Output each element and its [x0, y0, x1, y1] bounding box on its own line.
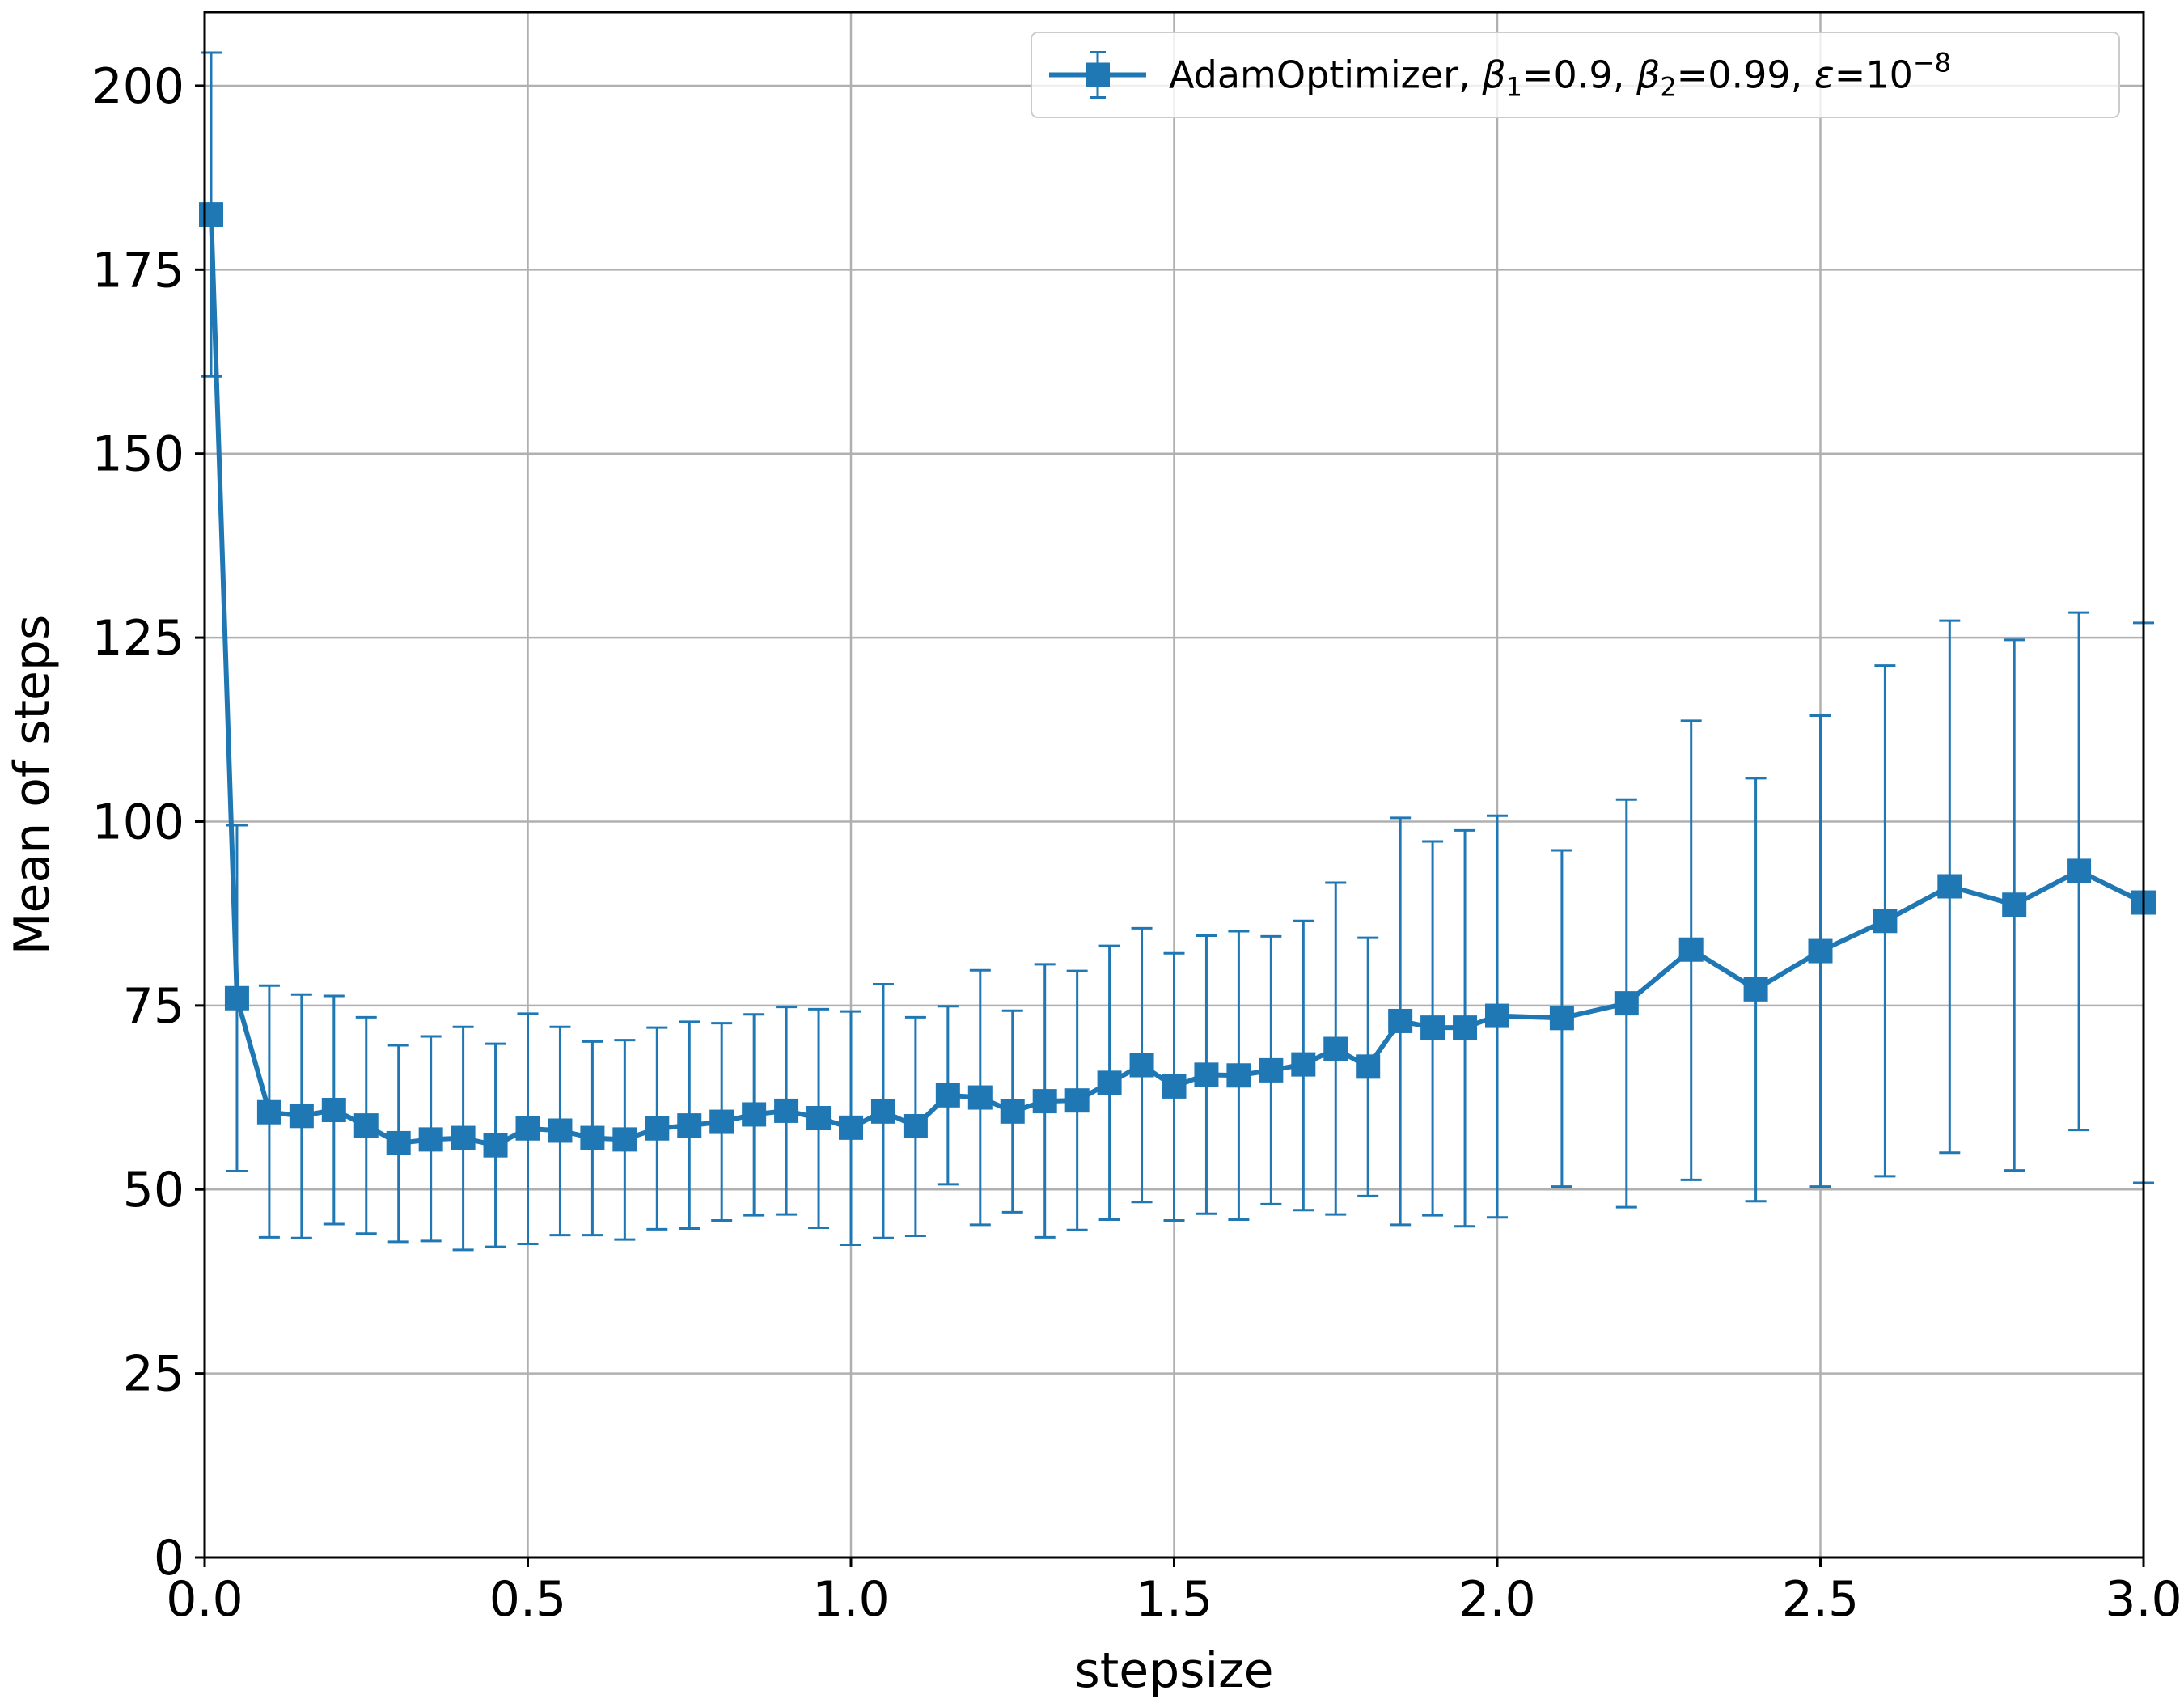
data-point-marker: [1259, 1057, 1284, 1083]
data-point-marker: [839, 1115, 863, 1140]
data-point-marker: [1064, 1088, 1090, 1113]
data-point-marker: [321, 1098, 346, 1123]
legend-box: [1031, 32, 2120, 118]
data-point-marker: [1226, 1063, 1251, 1088]
data-point-marker: [774, 1098, 799, 1123]
grid-lines: [203, 12, 2145, 1559]
data-point-marker: [256, 1099, 281, 1125]
y-tick-label: 75: [123, 978, 184, 1035]
data-point-marker: [1614, 991, 1639, 1016]
data-point-marker: [1453, 1015, 1478, 1040]
data-point-marker: [483, 1133, 508, 1158]
data-point-marker: [548, 1118, 573, 1143]
x-axis-title: stepsize: [1074, 1642, 1273, 1699]
data-point-marker: [224, 985, 249, 1011]
data-point-marker: [870, 1099, 895, 1124]
series-adam-optimizer: [198, 51, 2156, 1252]
data-point-marker: [353, 1113, 379, 1138]
y-tick-label: 200: [91, 58, 184, 115]
legend-marker: [1049, 51, 1146, 99]
x-tick-label: 1.5: [1136, 1571, 1213, 1628]
data-point-marker: [742, 1102, 767, 1127]
y-tick-label: 150: [91, 426, 184, 483]
legend-label: AdamOptimizer, β1=0.9, β2=0.99, ε=10−8: [1169, 48, 1951, 103]
data-point-marker: [1323, 1036, 1348, 1061]
data-point-marker: [1032, 1089, 1057, 1114]
data-point-marker: [289, 1104, 314, 1129]
x-tick-label: 2.0: [1458, 1571, 1535, 1628]
data-point-marker: [1356, 1054, 1381, 1079]
data-point-marker: [2002, 892, 2027, 917]
x-tick-label: 0.5: [489, 1571, 566, 1628]
data-point-marker: [709, 1109, 734, 1134]
data-point-marker: [967, 1085, 993, 1110]
y-tick-label: 175: [91, 242, 184, 299]
data-point-marker: [612, 1127, 637, 1152]
data-point-marker: [1743, 977, 1768, 1002]
data-point-marker: [1937, 874, 1962, 899]
data-point-marker: [1808, 938, 1833, 964]
data-point-marker: [580, 1125, 605, 1150]
x-tick-label: 3.0: [2105, 1571, 2182, 1628]
data-point-marker: [677, 1113, 702, 1138]
data-point-marker: [386, 1130, 411, 1155]
data-point-marker: [1549, 1006, 1574, 1031]
data-point-marker: [1129, 1053, 1154, 1078]
data-point-marker: [2067, 858, 2092, 883]
data-point-marker: [451, 1125, 476, 1150]
data-point-marker: [806, 1106, 832, 1131]
axis-ticks: 0.0 0.5 1.0 1.5 2.0 2.5 3.0 0 25 50 75 100 125 150 175…: [91, 58, 2182, 1628]
y-tick-label: 50: [123, 1162, 184, 1218]
legend: AdamOptimizer, β1=0.9, β2=0.99, ε=10−8: [1031, 32, 2120, 118]
x-tick-label: 2.5: [1782, 1571, 1859, 1628]
data-point-marker: [935, 1083, 960, 1108]
y-tick-label: 125: [91, 610, 184, 667]
data-point-marker: [198, 202, 223, 227]
y-axis-title: Mean of steps: [4, 615, 61, 955]
data-point-marker: [903, 1114, 928, 1139]
y-tick-label: 100: [91, 794, 184, 850]
data-point-marker: [1162, 1074, 1187, 1099]
data-point-marker: [1388, 1008, 1413, 1033]
data-point-marker: [1291, 1052, 1316, 1077]
data-point-marker: [418, 1127, 443, 1152]
data-point-marker: [1678, 937, 1704, 962]
y-tick-label: 25: [123, 1346, 184, 1403]
data-point-marker: [645, 1116, 670, 1141]
data-point-marker: [1485, 1003, 1509, 1028]
data-point-marker: [1097, 1070, 1122, 1095]
data-point-marker: [1194, 1062, 1219, 1087]
data-point-marker: [515, 1116, 540, 1141]
data-point-marker: [1000, 1099, 1025, 1124]
y-tick-label: 0: [154, 1530, 184, 1587]
data-point-marker: [1420, 1015, 1445, 1040]
legend-square-marker: [1086, 62, 1110, 87]
x-tick-label: 0.0: [166, 1571, 243, 1628]
x-tick-label: 1.0: [812, 1571, 889, 1628]
data-point-marker: [1873, 909, 1898, 934]
